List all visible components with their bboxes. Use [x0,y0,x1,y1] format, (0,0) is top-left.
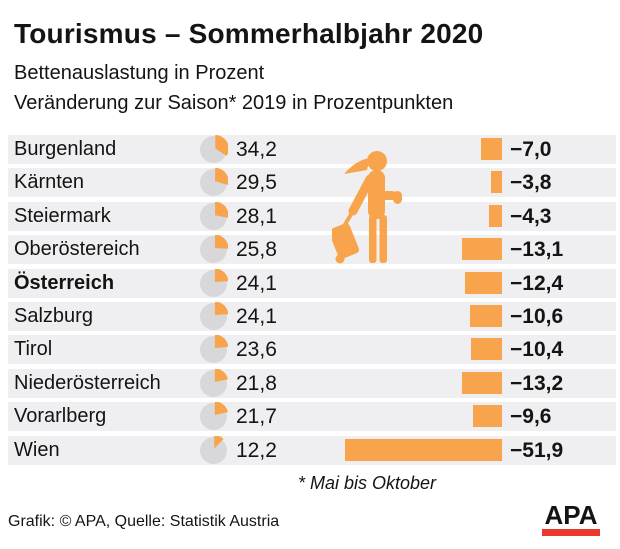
table-row: Salzburg 24,1 −10,6 [8,301,616,331]
table-row: Oberöstereich 25,8 −13,1 [8,234,616,265]
occupancy-pie [199,168,229,197]
occupancy-pie [199,434,228,465]
occupancy-pie [199,268,229,298]
occupancy-value: 24,1 [236,305,277,328]
subtitle-occupancy: Bettenauslastung in Prozent [14,62,265,84]
source-credit: Grafik: © APA, Quelle: Statistik Austria [8,513,280,530]
pie-icon [200,234,229,264]
occupancy-value: 34,2 [236,138,277,161]
region-label: Kärnten [14,171,85,194]
occupancy-pie [199,135,229,164]
pie-icon [200,201,229,230]
occupancy-pie [199,401,228,431]
occupancy-value: 12,2 [236,438,277,462]
table-row: Österreich 24,1 −12,4 [8,268,616,298]
change-value: −7,0 [510,138,552,161]
change-value: −4,3 [510,204,552,228]
region-label: Vorarlberg [14,405,107,428]
table-row: Tirol 23,6 −10,4 [8,334,616,365]
change-bar [490,171,502,194]
change-value: −3,8 [510,171,552,195]
region-label: Niederösterreich [14,371,161,394]
pie-icon [200,135,229,163]
table-row: Vorarlberg 21,7 −9,6 [8,401,616,432]
pie-icon [200,301,229,330]
region-label: Tirol [14,338,53,361]
page-title: Tourismus – Sommerhalbjahr 2020 [14,18,484,49]
subtitle-change: Veränderung zur Saison* 2019 in Prozentp… [14,92,454,114]
change-value: −51,9 [510,438,564,462]
change-bar [480,138,502,160]
table-row: Wien 12,2 −51,9 [8,434,616,465]
pie-icon [200,268,229,297]
region-label: Österreich [14,271,115,294]
change-bar [462,238,502,261]
table-row: Kärnten 29,5 −3,8 [8,168,616,198]
occupancy-value: 28,1 [236,204,277,228]
change-value: −12,4 [510,271,564,295]
region-label: Wien [14,438,60,461]
occupancy-value: 29,5 [236,171,277,195]
occupancy-pie [199,201,229,231]
region-label: Burgenland [14,138,117,160]
region-label: Oberöstereich [14,238,140,261]
change-bar [462,371,502,394]
change-value: −10,4 [510,338,564,362]
change-bar [489,204,502,227]
apa-logo-text: APA [544,500,598,530]
change-bar [345,438,502,461]
pie-icon [200,434,227,464]
occupancy-value: 23,6 [236,338,277,362]
occupancy-value: 21,8 [236,371,277,395]
chart-rows: Burgenland 34,2 −7,0 Kärnten 29,5 −3,8 Steierm… [8,135,616,470]
change-bar [473,405,502,428]
region-label: Steiermark [14,204,111,227]
occupancy-pie [199,368,228,398]
change-bar [470,305,502,327]
change-bar [464,271,502,294]
pie-icon [200,368,228,397]
apa-logo-redbar [542,529,600,536]
pie-icon [200,168,229,197]
change-value: −10,6 [510,305,564,328]
change-value: −9,6 [510,405,552,429]
pie-icon [200,401,228,431]
occupancy-value: 21,7 [236,405,277,429]
traveler-icon [332,151,402,264]
table-row: Steiermark 28,1 −4,3 [8,201,616,231]
table-row: Burgenland 34,2 −7,0 [8,135,616,164]
occupancy-value: 24,1 [236,271,277,295]
footnote: * Mai bis Oktober [298,473,437,493]
occupancy-pie [199,334,229,364]
change-bar [470,338,502,361]
region-label: Salzburg [14,305,93,327]
apa-logo: APA [542,502,600,536]
occupancy-pie [199,301,229,331]
occupancy-pie [199,234,229,264]
pie-icon [200,334,229,364]
change-value: −13,1 [510,238,564,262]
table-row: Niederösterreich 21,8 −13,2 [8,368,616,398]
occupancy-value: 25,8 [236,238,277,262]
change-value: −13,2 [510,371,564,395]
